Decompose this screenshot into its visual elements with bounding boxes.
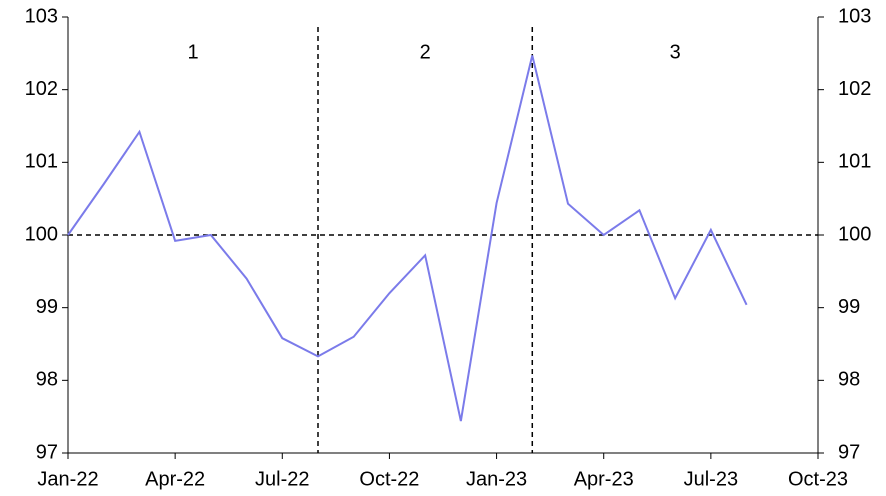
region-label: 2: [420, 41, 431, 63]
y-tick-label: 99: [36, 296, 58, 318]
y2-tick-label: 103: [838, 5, 871, 27]
data-line: [67, 55, 748, 422]
y-tick-label: 100: [25, 223, 58, 245]
x-tick-label: Oct-23: [788, 468, 848, 490]
y-tick-label: 97: [36, 441, 58, 463]
region-label: 3: [670, 41, 681, 63]
y2-tick-label: 98: [838, 369, 860, 391]
x-tick-label: Jan-23: [466, 468, 527, 490]
x-tick-label: Jan-22: [37, 468, 98, 490]
x-tick-label: Jul-23: [684, 468, 738, 490]
x-tick-label: Oct-22: [359, 468, 419, 490]
y-tick-label: 102: [25, 78, 58, 100]
x-tick-label: Apr-23: [574, 468, 634, 490]
x-tick-label: Jul-22: [255, 468, 309, 490]
y2-tick-label: 97: [838, 441, 860, 463]
y2-tick-label: 101: [838, 151, 871, 173]
y2-tick-label: 102: [838, 78, 871, 100]
y2-tick-label: 100: [838, 223, 871, 245]
x-tick-label: Apr-22: [145, 468, 205, 490]
y-tick-label: 101: [25, 151, 58, 173]
y2-tick-label: 99: [838, 296, 860, 318]
y-tick-label: 103: [25, 5, 58, 27]
region-label: 1: [187, 41, 198, 63]
y-tick-label: 98: [36, 369, 58, 391]
